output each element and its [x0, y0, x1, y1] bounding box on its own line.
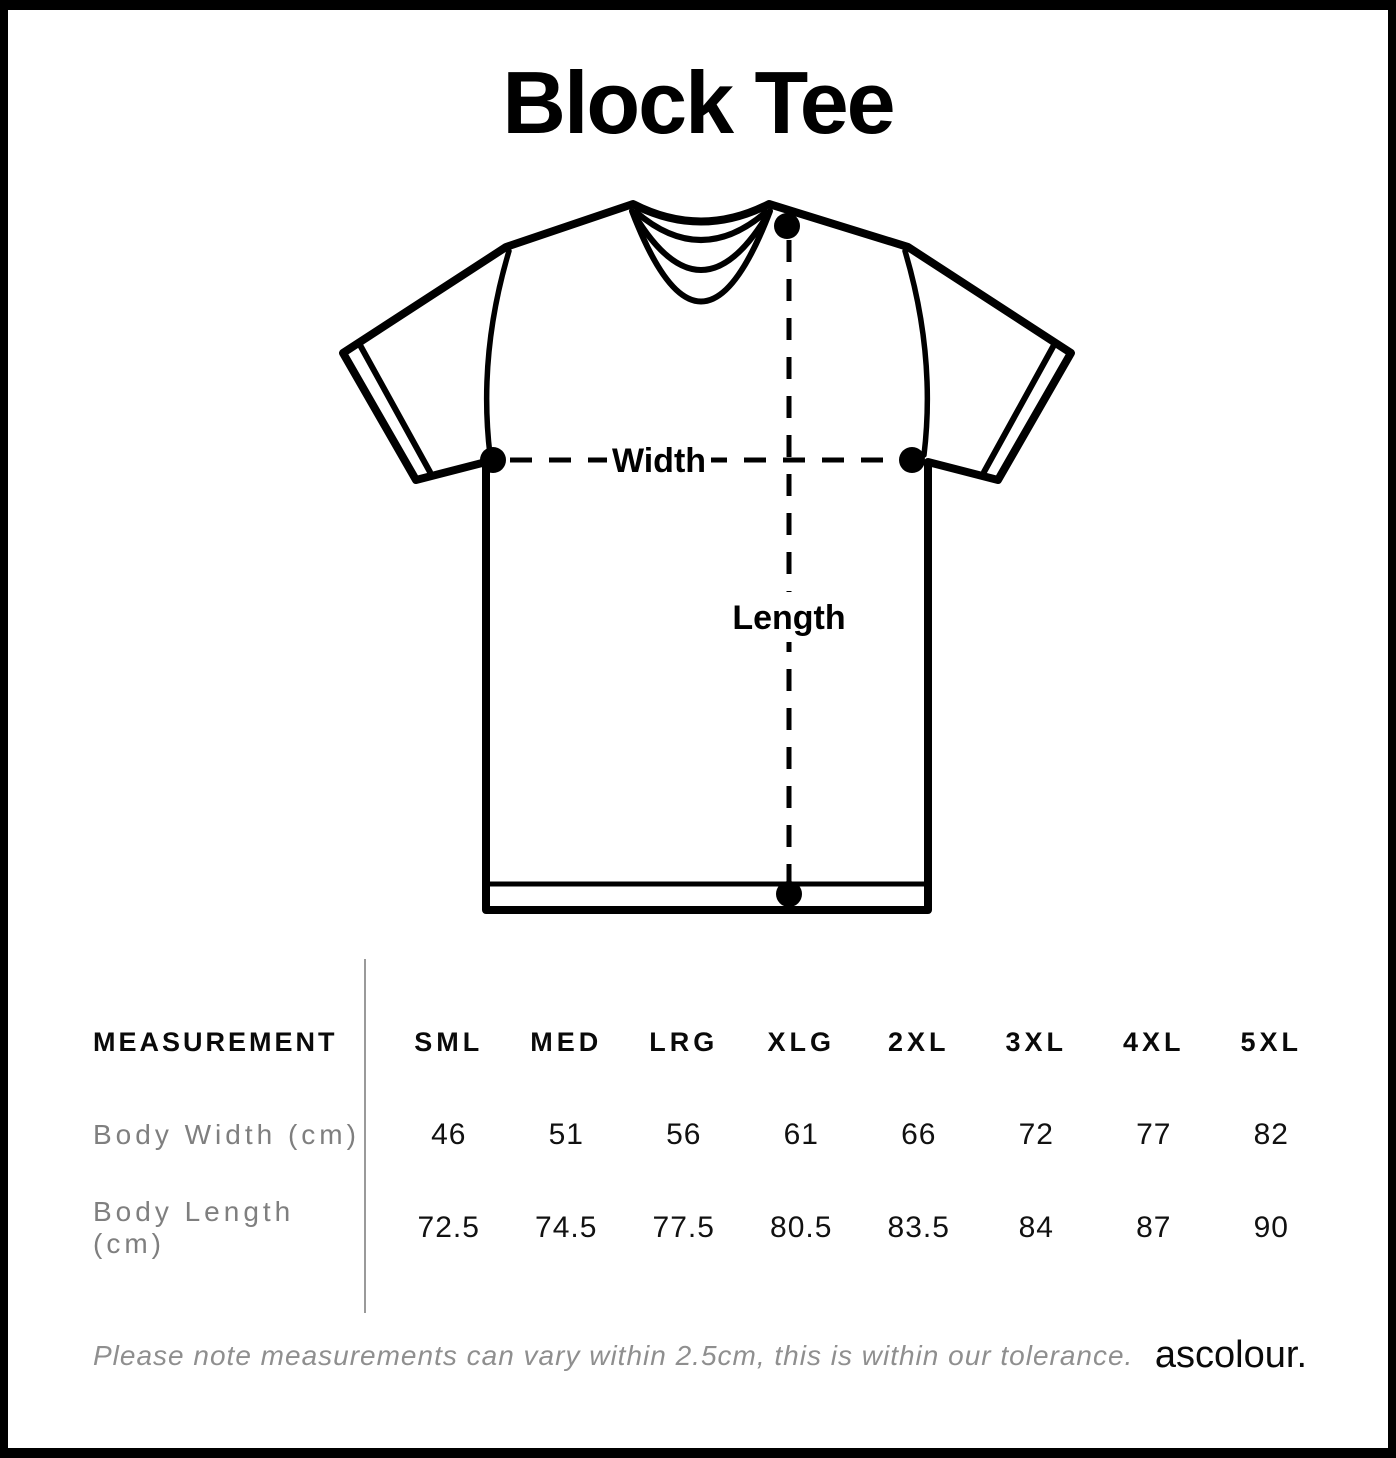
body-length-xlg: 80.5: [770, 1211, 833, 1244]
brand-wordmark: ascolour.: [1154, 1334, 1307, 1376]
hem-point-dot: [776, 881, 802, 907]
width-label: Width: [612, 442, 706, 480]
body-length-5xl: 90: [1253, 1211, 1289, 1244]
body-length-cells: 72.5 74.5 77.5 80.5 83.5 84 87 90: [364, 1211, 1330, 1245]
size-header-cells: SML MED LRG XLG 2XL 3XL 4XL 5XL: [364, 1027, 1330, 1058]
table-header-row: MEASUREMENT SML MED LRG XLG 2XL 3XL 4XL …: [93, 1020, 1330, 1064]
left-armpit-dot: [480, 447, 506, 473]
width-label-backing: [607, 435, 711, 485]
table-row-body-width: Body Width (cm) 46 51 56 61 66 72 77 82: [93, 1113, 1330, 1157]
right-cuff-band-line: [981, 342, 1057, 475]
right-armpit-dot: [899, 447, 925, 473]
collar-outer-arc: [629, 208, 773, 305]
size-header-2xl: 2XL: [887, 1026, 950, 1057]
body-width-lrg: 56: [666, 1118, 702, 1151]
body-length-sml: 72.5: [417, 1211, 480, 1244]
page-title: Block Tee: [502, 53, 895, 152]
body-width-xlg: 61: [783, 1118, 819, 1151]
size-header-med: MED: [530, 1026, 603, 1057]
body-length-lrg: 77.5: [652, 1211, 715, 1244]
tshirt-outline: [339, 200, 1075, 914]
body-width-cells: 46 51 56 61 66 72 77 82: [364, 1118, 1330, 1152]
right-armhole-seam: [902, 248, 931, 458]
measurement-table: MEASUREMENT SML MED LRG XLG 2XL 3XL 4XL …: [0, 959, 1396, 1313]
size-header-sml: SML: [414, 1026, 484, 1057]
body-length-4xl: 87: [1136, 1211, 1172, 1244]
tolerance-note: Please note measurements can vary within…: [93, 1340, 1134, 1371]
row-label-body-width: Body Width (cm): [93, 1119, 360, 1150]
measurement-header: MEASUREMENT: [93, 1026, 338, 1057]
body-width-sml: 46: [431, 1118, 467, 1151]
shoulder-point-dot: [774, 213, 800, 239]
table-row-body-length: Body Length (cm) 72.5 74.5 77.5 80.5 83.…: [93, 1196, 1330, 1259]
tshirt-svg: Width Length: [339, 200, 1075, 914]
collar-back-neck-arc: [633, 209, 769, 243]
body-width-5xl: 82: [1253, 1118, 1289, 1151]
tshirt-diagram: Width Length: [320, 185, 1080, 925]
body-length-med: 74.5: [535, 1211, 598, 1244]
left-cuff-band-line: [357, 342, 433, 475]
size-header-3xl: 3XL: [1005, 1026, 1068, 1057]
size-header-lrg: LRG: [649, 1026, 719, 1057]
length-label-backing: [727, 592, 851, 642]
table-divider-line: [364, 959, 366, 1313]
body-width-4xl: 77: [1136, 1118, 1172, 1151]
collar-inner-arc: [631, 211, 771, 273]
size-header-xlg: XLG: [767, 1026, 835, 1057]
size-header-4xl: 4XL: [1122, 1026, 1185, 1057]
body-width-3xl: 72: [1018, 1118, 1054, 1151]
body-width-2xl: 66: [901, 1118, 937, 1151]
row-label-body-length: Body Length (cm): [93, 1196, 295, 1259]
length-label: Length: [732, 599, 845, 637]
size-header-5xl: 5XL: [1240, 1026, 1303, 1057]
left-armhole-seam: [483, 248, 512, 458]
body-length-3xl: 84: [1018, 1211, 1054, 1244]
body-length-2xl: 83.5: [887, 1211, 950, 1244]
body-width-med: 51: [548, 1118, 584, 1151]
